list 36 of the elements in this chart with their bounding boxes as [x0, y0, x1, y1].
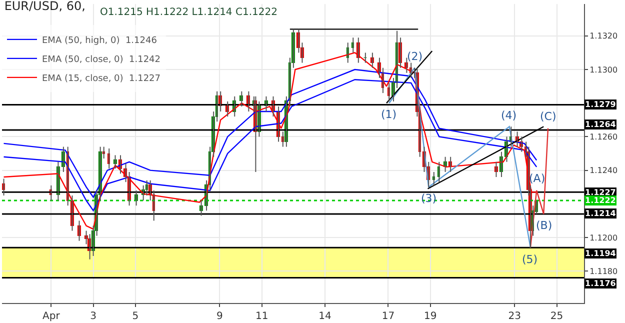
- chart-subtitle: O1.1215 H1.1222 L1.1214 C1.1222: [100, 7, 278, 18]
- chart-title: EUR/USD, 60,: [4, 0, 86, 14]
- y-tick-label: 1.1260: [590, 132, 618, 142]
- ref-line-label: 1.1222: [585, 196, 616, 205]
- x-tick-label: 19: [424, 311, 437, 322]
- ref-line-label: 1.1264: [585, 120, 616, 129]
- y-tick-label: 1.1300: [590, 65, 618, 74]
- legend-label: EMA (50, close, 0) 1.1242: [42, 54, 161, 65]
- x-tick-label: 23: [508, 311, 522, 322]
- y-tick-label: 1.1320: [590, 32, 618, 41]
- x-tick-label: 17: [382, 311, 395, 322]
- ref-line-label: 1.1176: [585, 279, 616, 288]
- x-tick-label: 11: [255, 311, 268, 322]
- x-tick-label: 25: [550, 311, 564, 322]
- ref-line-label: 1.1279: [585, 100, 616, 109]
- y-tick-label: 1.1240: [590, 166, 618, 176]
- x-tick-label: 14: [318, 311, 332, 322]
- annotation: (4): [501, 109, 517, 122]
- annotation: (C): [540, 110, 556, 123]
- annotation: (2): [407, 50, 423, 63]
- annotation: (5): [522, 253, 538, 266]
- ref-line-label: 1.1227: [585, 188, 616, 197]
- annotation: (1): [381, 108, 397, 121]
- ref-line-label: 1.1214: [585, 209, 616, 218]
- ref-line-label: 1.1194: [585, 249, 616, 258]
- annotation: (A): [529, 172, 546, 185]
- x-tick-label: 5: [132, 311, 139, 322]
- legend-label: EMA (15, close, 0) 1.1227: [42, 74, 161, 84]
- y-tick-label: 1.1200: [590, 233, 618, 242]
- x-tick-label: Apr: [42, 311, 61, 322]
- x-tick-label: 9: [216, 311, 223, 322]
- annotation: (B): [536, 219, 552, 232]
- y-tick-label: 1.1180: [590, 266, 618, 276]
- annotation: (3): [421, 192, 437, 205]
- x-tick-label: 3: [90, 311, 96, 322]
- legend-label: EMA (50, high, 0) 1.1246: [42, 36, 158, 46]
